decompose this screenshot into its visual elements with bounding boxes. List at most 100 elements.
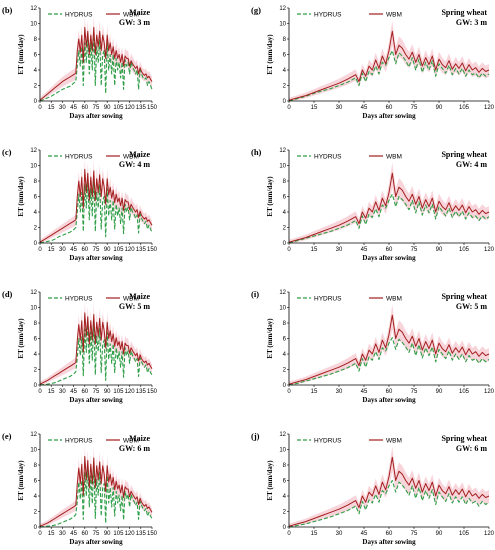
x-tick-label: 75 bbox=[93, 389, 100, 395]
y-tick-label: 10 bbox=[279, 22, 286, 28]
y-tick-label: 8 bbox=[283, 321, 287, 327]
y-tick-label: 0 bbox=[283, 241, 287, 247]
x-tick-label: 45 bbox=[361, 389, 368, 395]
crop-title: Maize bbox=[129, 8, 150, 17]
uncertainty-band bbox=[40, 16, 152, 102]
x-axis-label: Days after sowing bbox=[362, 254, 416, 262]
y-tick-label: 8 bbox=[283, 37, 287, 43]
y-tick-label: 4 bbox=[283, 494, 287, 500]
y-tick-label: 2 bbox=[34, 510, 38, 516]
x-tick-label: 90 bbox=[104, 105, 111, 111]
hydrus-series-line bbox=[39, 463, 153, 528]
x-tick-label: 30 bbox=[59, 531, 66, 537]
uncertainty-band bbox=[289, 20, 489, 102]
x-tick-label: 120 bbox=[484, 247, 495, 253]
crop-title: Maize bbox=[129, 292, 150, 301]
y-axis-label: ET (mm/day) bbox=[17, 176, 25, 217]
x-axis-label: Days after sowing bbox=[69, 396, 123, 404]
x-tick-label: 120 bbox=[125, 105, 136, 111]
legend-wbm-label: WBM bbox=[386, 437, 402, 444]
y-axis-label: ET (mm/day) bbox=[266, 318, 274, 359]
y-tick-label: 10 bbox=[279, 164, 286, 170]
x-tick-label: 15 bbox=[48, 389, 55, 395]
legend-wbm-label: WBM bbox=[386, 295, 402, 302]
y-tick-label: 4 bbox=[34, 68, 38, 74]
x-tick-label: 15 bbox=[311, 389, 318, 395]
x-tick-label: 30 bbox=[336, 105, 343, 111]
x-tick-label: 90 bbox=[104, 531, 111, 537]
x-tick-label: 15 bbox=[48, 247, 55, 253]
x-axis-label: Days after sowing bbox=[69, 112, 123, 120]
x-tick-label: 75 bbox=[93, 247, 100, 253]
y-tick-label: 8 bbox=[34, 321, 38, 327]
x-axis-label: Days after sowing bbox=[69, 254, 123, 262]
x-tick-label: 0 bbox=[287, 105, 291, 111]
y-tick-label: 4 bbox=[283, 352, 287, 358]
y-tick-label: 10 bbox=[30, 306, 37, 312]
legend-wbm-label: WBM bbox=[386, 153, 402, 160]
x-tick-label: 60 bbox=[386, 389, 393, 395]
gw-title: GW: 4 m bbox=[119, 160, 150, 169]
x-tick-label: 75 bbox=[411, 105, 418, 111]
x-tick-label: 15 bbox=[311, 531, 318, 537]
hydrus-series-line bbox=[39, 320, 153, 386]
x-tick-label: 120 bbox=[125, 389, 136, 395]
crop-title: Spring wheat bbox=[441, 292, 487, 301]
x-tick-label: 15 bbox=[48, 531, 55, 537]
y-tick-label: 0 bbox=[34, 99, 38, 105]
panel-label: (e) bbox=[2, 431, 12, 441]
wbm-series-line bbox=[288, 314, 490, 385]
x-tick-label: 45 bbox=[70, 531, 77, 537]
y-tick-label: 12 bbox=[279, 290, 286, 296]
x-tick-label: 90 bbox=[436, 247, 443, 253]
x-tick-label: 120 bbox=[484, 531, 495, 537]
y-tick-label: 0 bbox=[283, 99, 287, 105]
x-tick-label: 105 bbox=[113, 247, 124, 253]
panel-label: (b) bbox=[2, 5, 13, 15]
x-tick-label: 75 bbox=[93, 105, 100, 111]
x-tick-label: 45 bbox=[70, 389, 77, 395]
x-tick-label: 60 bbox=[81, 105, 88, 111]
y-tick-label: 8 bbox=[34, 463, 38, 469]
y-tick-label: 10 bbox=[279, 448, 286, 454]
hydrus-series-line bbox=[288, 337, 490, 386]
crop-title: Maize bbox=[129, 150, 150, 159]
y-tick-label: 4 bbox=[283, 68, 287, 74]
wbm-series-line bbox=[39, 26, 153, 101]
y-tick-label: 2 bbox=[283, 226, 287, 232]
wbm-series-line bbox=[39, 456, 153, 527]
x-tick-label: 45 bbox=[70, 247, 77, 253]
legend-hydrus-label: HYDRUS bbox=[314, 153, 342, 160]
x-tick-label: 90 bbox=[104, 247, 111, 253]
x-tick-label: 90 bbox=[436, 531, 443, 537]
panel-label: (h) bbox=[251, 147, 262, 157]
legend-hydrus-label: HYDRUS bbox=[65, 153, 93, 160]
y-tick-label: 4 bbox=[34, 494, 38, 500]
x-tick-label: 0 bbox=[38, 247, 42, 253]
x-tick-label: 30 bbox=[59, 247, 66, 253]
legend-wbm-label: WBM bbox=[123, 11, 139, 18]
panel-label: (j) bbox=[251, 431, 260, 441]
y-tick-label: 4 bbox=[34, 352, 38, 358]
x-tick-label: 60 bbox=[81, 247, 88, 253]
y-tick-label: 8 bbox=[283, 179, 287, 185]
x-tick-label: 60 bbox=[81, 389, 88, 395]
y-tick-label: 10 bbox=[30, 164, 37, 170]
y-tick-label: 12 bbox=[279, 148, 286, 154]
y-axis-label: ET (mm/day) bbox=[266, 176, 274, 217]
x-tick-label: 60 bbox=[386, 105, 393, 111]
legend-hydrus-label: HYDRUS bbox=[65, 11, 93, 18]
crop-title: Spring wheat bbox=[441, 150, 487, 159]
y-tick-label: 0 bbox=[34, 241, 38, 247]
x-axis-label: Days after sowing bbox=[362, 538, 416, 546]
x-tick-label: 105 bbox=[459, 531, 470, 537]
gw-title: GW: 3 m bbox=[456, 18, 487, 27]
panel-label: (i) bbox=[251, 289, 259, 299]
x-tick-label: 0 bbox=[38, 105, 42, 111]
y-tick-label: 0 bbox=[283, 383, 287, 389]
y-tick-label: 8 bbox=[34, 37, 38, 43]
y-axis-label: ET (mm/day) bbox=[266, 34, 274, 75]
